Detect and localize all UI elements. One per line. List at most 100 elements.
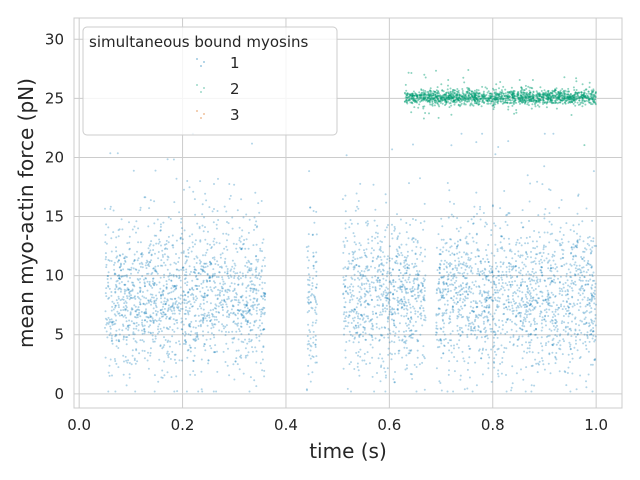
data-point bbox=[195, 274, 198, 277]
data-point bbox=[175, 253, 177, 255]
data-point bbox=[149, 324, 152, 327]
data-point bbox=[243, 316, 246, 319]
data-point bbox=[166, 248, 169, 250]
data-point bbox=[507, 140, 510, 143]
data-point bbox=[444, 338, 447, 340]
data-point bbox=[155, 314, 158, 317]
data-point bbox=[435, 333, 437, 336]
data-point bbox=[412, 305, 414, 308]
data-point bbox=[226, 221, 228, 223]
data-point bbox=[134, 362, 137, 365]
data-point bbox=[151, 334, 154, 337]
data-point bbox=[451, 252, 454, 255]
data-point bbox=[587, 268, 590, 271]
data-point bbox=[508, 249, 511, 252]
data-point bbox=[170, 305, 173, 308]
data-point bbox=[476, 336, 479, 338]
data-point bbox=[587, 303, 589, 306]
data-point bbox=[532, 247, 535, 249]
data-point bbox=[590, 318, 593, 321]
data-point bbox=[388, 257, 391, 260]
data-point bbox=[404, 264, 407, 267]
data-point bbox=[414, 252, 417, 255]
data-point bbox=[105, 323, 108, 326]
data-point bbox=[592, 170, 595, 173]
data-point bbox=[363, 352, 366, 355]
data-point bbox=[178, 277, 180, 280]
data-point bbox=[208, 280, 211, 283]
data-point bbox=[465, 277, 468, 279]
data-point bbox=[463, 81, 466, 84]
data-point bbox=[232, 305, 235, 308]
data-point bbox=[167, 304, 170, 307]
data-point bbox=[582, 270, 585, 273]
data-point bbox=[348, 262, 351, 265]
data-point bbox=[450, 279, 453, 282]
data-point bbox=[128, 247, 131, 250]
data-point bbox=[447, 290, 450, 293]
data-point bbox=[195, 335, 198, 338]
data-point bbox=[306, 256, 309, 259]
data-point bbox=[186, 281, 189, 284]
data-point bbox=[511, 382, 514, 385]
data-point bbox=[429, 87, 432, 90]
data-point bbox=[245, 300, 248, 303]
data-point bbox=[363, 249, 365, 252]
data-point bbox=[261, 265, 264, 268]
data-point bbox=[208, 261, 211, 264]
data-point bbox=[313, 295, 316, 298]
data-point bbox=[569, 228, 572, 231]
data-point bbox=[225, 342, 228, 345]
data-point bbox=[457, 346, 460, 349]
data-point bbox=[247, 284, 250, 287]
data-point bbox=[585, 279, 588, 282]
data-point bbox=[371, 322, 374, 325]
data-point bbox=[254, 255, 257, 258]
data-point bbox=[109, 325, 112, 328]
data-point bbox=[238, 368, 241, 371]
data-point bbox=[249, 287, 252, 290]
data-point bbox=[522, 304, 525, 307]
data-point bbox=[550, 305, 553, 308]
data-point bbox=[386, 333, 389, 336]
data-point bbox=[583, 333, 586, 336]
data-point bbox=[160, 259, 163, 262]
data-point bbox=[487, 310, 490, 313]
data-point bbox=[308, 170, 311, 173]
data-point bbox=[190, 320, 193, 323]
data-point bbox=[363, 251, 366, 254]
data-point bbox=[577, 193, 580, 196]
data-point bbox=[584, 283, 587, 286]
data-point bbox=[145, 297, 148, 300]
data-point bbox=[408, 329, 411, 332]
data-point bbox=[308, 354, 311, 357]
data-point bbox=[355, 312, 358, 315]
data-point bbox=[474, 329, 477, 332]
data-point bbox=[133, 322, 136, 325]
data-point bbox=[485, 299, 488, 301]
data-point bbox=[134, 268, 137, 271]
data-point bbox=[362, 331, 365, 334]
data-point bbox=[183, 299, 186, 302]
data-point bbox=[250, 280, 253, 283]
data-point bbox=[593, 302, 596, 305]
data-point bbox=[311, 234, 314, 236]
data-point bbox=[561, 320, 564, 323]
data-point bbox=[528, 290, 531, 292]
data-point bbox=[404, 322, 407, 325]
data-point bbox=[571, 258, 574, 261]
data-point bbox=[237, 338, 240, 341]
data-point bbox=[508, 270, 511, 273]
data-point bbox=[118, 314, 121, 317]
data-point bbox=[171, 234, 174, 237]
data-point bbox=[538, 262, 541, 265]
data-point bbox=[130, 297, 133, 299]
data-point bbox=[365, 248, 368, 251]
data-point bbox=[541, 183, 544, 186]
data-point bbox=[484, 331, 487, 334]
data-point bbox=[356, 302, 359, 305]
data-point bbox=[382, 304, 385, 307]
data-point bbox=[261, 287, 264, 290]
data-point bbox=[180, 321, 183, 324]
data-point bbox=[410, 329, 413, 332]
